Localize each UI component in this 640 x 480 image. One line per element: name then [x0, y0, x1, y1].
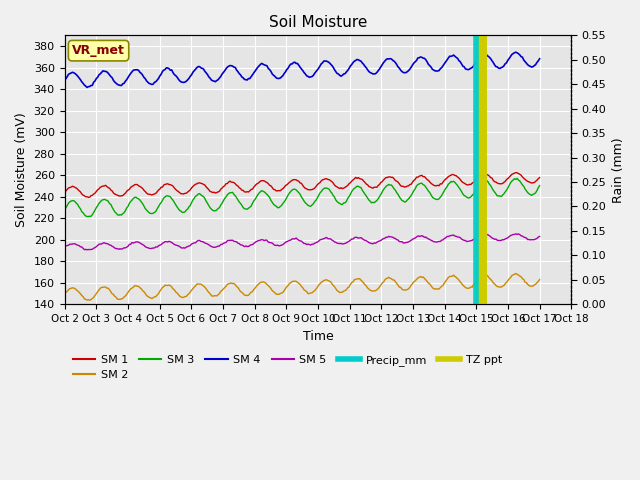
Legend: SM 1, SM 2, SM 3, SM 4, SM 5, Precip_mm, TZ ppt: SM 1, SM 2, SM 3, SM 4, SM 5, Precip_mm,… — [68, 350, 506, 385]
Title: Soil Moisture: Soil Moisture — [269, 15, 367, 30]
Y-axis label: Soil Moisture (mV): Soil Moisture (mV) — [15, 112, 28, 227]
Y-axis label: Rain (mm): Rain (mm) — [612, 137, 625, 203]
X-axis label: Time: Time — [303, 330, 333, 343]
Text: VR_met: VR_met — [72, 44, 125, 57]
